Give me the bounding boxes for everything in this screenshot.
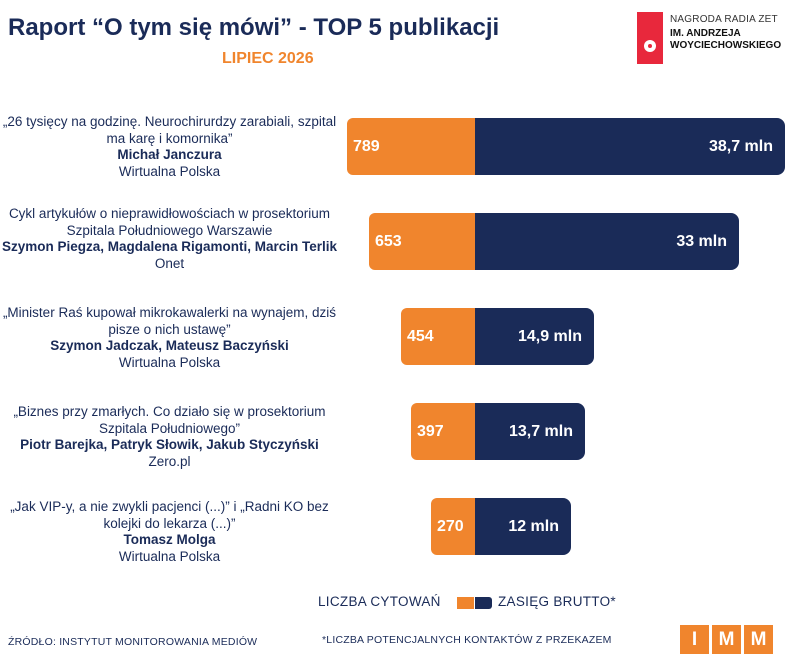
citations-value-label: 653 [375, 232, 402, 250]
reach-bar: 12 mln [475, 498, 571, 555]
citations-bar: 397 [411, 403, 475, 460]
publication-headline: „Biznes przy zmarłych. Co działo się w p… [13, 404, 326, 436]
publication-authors: Szymon Piegza, Magdalena Rigamonti, Marc… [1, 239, 338, 254]
citations-value-label: 454 [407, 327, 434, 345]
imm-logo-letter: M [744, 625, 773, 654]
publication-headline: „26 tysięcy na godzinę. Neurochirurdzy z… [2, 114, 337, 146]
legend-label-citations: LICZBA CYTOWAŃ [318, 594, 441, 609]
publication-outlet: Wirtualna Polska [118, 354, 221, 370]
reach-value-label: 13,7 mln [508, 422, 573, 440]
imm-logo-letter: I [680, 625, 709, 654]
citations-value-label: 789 [353, 137, 380, 155]
source-note: ŹRÓDŁO: INSTYTUT MONITOROWANIA MEDIÓW [8, 636, 258, 648]
publication-headline: Cykl artykułów o nieprawidłowościach w p… [8, 206, 331, 238]
imm-logo: I M M [680, 625, 773, 654]
citations-value-label: 397 [417, 422, 444, 440]
citations-bar: 454 [401, 308, 475, 365]
reach-value-label: 14,9 mln [517, 327, 582, 345]
publication-label: „Biznes przy zmarłych. Co działo się w p… [0, 404, 342, 470]
publication-outlet: Zero.pl [148, 453, 191, 469]
publication-authors: Szymon Jadczak, Mateusz Baczyński [50, 338, 289, 353]
publication-label: Cykl artykułów o nieprawidłowościach w p… [0, 206, 342, 272]
award-logo-text: NAGRODA RADIA ZET IM. ANDRZEJA WOYCIECHO… [670, 14, 795, 51]
publication-label: „26 tysięcy na godzinę. Neurochirurdzy z… [0, 114, 342, 180]
logo-ring-icon [644, 40, 656, 52]
legend-swatch-reach [475, 597, 492, 609]
citations-bar: 789 [347, 118, 475, 175]
logo-line-surname: WOYCIECHOWSKIEGO [670, 40, 782, 51]
citations-value-label: 270 [437, 517, 464, 535]
chart-title: Raport “O tym się mówi” - TOP 5 publikac… [8, 14, 500, 41]
legend-label-reach: ZASIĘG BRUTTO* [498, 594, 616, 609]
reach-value-label: 38,7 mln [708, 137, 773, 155]
logo-line-award: NAGRODA RADIA ZET [670, 14, 778, 25]
publication-outlet: Onet [154, 255, 185, 271]
publication-outlet: Wirtualna Polska [118, 163, 221, 179]
publication-outlet: Wirtualna Polska [118, 548, 221, 564]
citations-bar: 653 [369, 213, 475, 270]
reach-value-label: 33 mln [676, 232, 727, 250]
chart-subtitle: LIPIEC 2026 [222, 50, 314, 67]
reach-footnote: *LICZBA POTENCJALNYCH KONTAKTÓW Z PRZEKA… [322, 634, 612, 646]
reach-bar: 13,7 mln [475, 403, 585, 460]
logo-line-name: IM. ANDRZEJA [670, 28, 741, 39]
radio-zet-logo [637, 12, 663, 64]
legend-swatch-citations [457, 597, 474, 609]
reach-bar: 33 mln [475, 213, 739, 270]
publication-headline: „Minister Raś kupował mikrokawalerki na … [2, 305, 337, 337]
publication-authors: Michał Janczura [117, 147, 222, 162]
publication-headline: „Jak VIP-y, a nie zwykli pacjenci (...)”… [10, 499, 329, 531]
citations-bar: 270 [431, 498, 475, 555]
publication-label: „Jak VIP-y, a nie zwykli pacjenci (...)”… [0, 499, 342, 565]
reach-value-label: 12 mln [508, 517, 559, 535]
reach-bar: 14,9 mln [475, 308, 594, 365]
reach-bar: 38,7 mln [475, 118, 785, 175]
publication-authors: Tomasz Molga [123, 532, 216, 547]
imm-logo-letter: M [712, 625, 741, 654]
publication-authors: Piotr Barejka, Patryk Słowik, Jakub Styc… [20, 437, 319, 452]
publication-label: „Minister Raś kupował mikrokawalerki na … [0, 305, 342, 371]
